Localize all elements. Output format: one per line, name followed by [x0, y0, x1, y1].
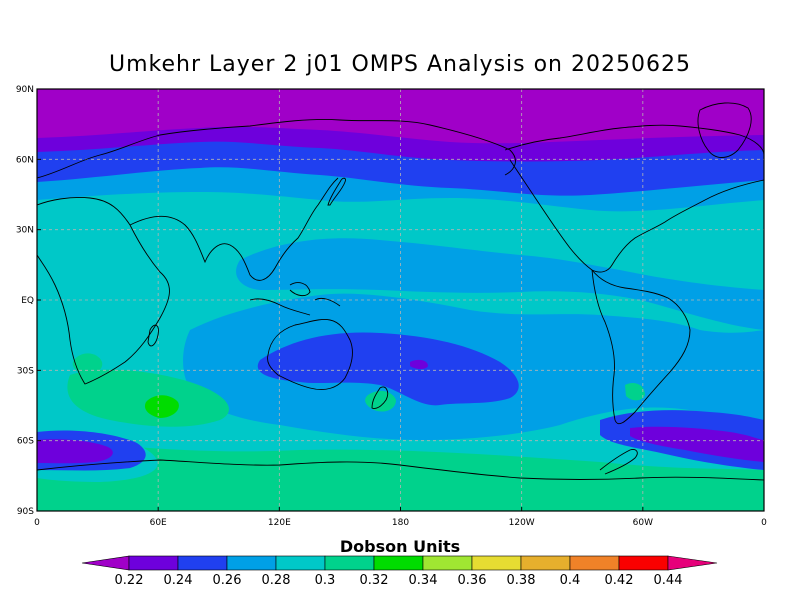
- coast-madagascar: [147, 324, 159, 347]
- colorbar-swatch: [422, 555, 473, 571]
- field-south-atlantic-seagreen: [67, 369, 229, 427]
- lat-tick-label: 60N: [16, 155, 34, 165]
- colorbar-swatch: [177, 555, 228, 571]
- coast-japan: [327, 177, 346, 206]
- coast-africa: [37, 197, 170, 385]
- field-south-atlantic-green: [144, 395, 179, 418]
- colorbar-label: 0.26: [213, 573, 242, 588]
- field-south-pacific-violet: [410, 359, 428, 369]
- colorbar-swatch: [520, 555, 571, 571]
- lat-tick-label: 90N: [16, 85, 34, 95]
- coast-south-america: [591, 269, 691, 425]
- colorbar-label: 0.24: [164, 573, 193, 588]
- colorbar-swatch: [373, 555, 424, 571]
- colorbar-label: 0.44: [654, 573, 683, 588]
- field-south-pacific-blue: [257, 332, 519, 406]
- coast-indonesia: [249, 282, 341, 316]
- colorbar-label: 0.4: [560, 573, 581, 588]
- coast-antarctica: [37, 459, 764, 481]
- coast-south-asia: [129, 177, 339, 281]
- colorbar-high-arrow: [667, 555, 718, 571]
- colorbar-swatch: [569, 555, 620, 571]
- colorbar-title: Dobson Units: [340, 537, 460, 556]
- colorbar-label: 0.38: [507, 573, 536, 588]
- gridlines: [37, 89, 764, 511]
- lon-tick-label: 120W: [509, 518, 535, 528]
- lon-tick-label: 0: [761, 518, 767, 528]
- lon-tick-label: 60E: [150, 518, 167, 528]
- colorbar-swatch: [226, 555, 277, 571]
- colorbar-label: 0.22: [115, 573, 144, 588]
- coastlines: [37, 102, 764, 481]
- coast-antarctic-peninsula: [599, 449, 638, 475]
- coast-north-america: [504, 124, 764, 273]
- field-southeast-violet: [630, 426, 764, 462]
- coast-eurasia: [37, 119, 516, 179]
- colorbar-low-arrow: [81, 555, 130, 571]
- field-new-zealand-seagreen: [365, 390, 396, 412]
- colorbar-swatch: [471, 555, 522, 571]
- colorbar-swatch: [275, 555, 326, 571]
- field-north-purple: [37, 89, 764, 144]
- lon-tick-label: 180: [392, 518, 409, 528]
- field-south-africa-seagreen: [72, 353, 103, 375]
- colorbar: Dobson Units 0.22 0.24 0.26 0.28 0.3 0.32 0.34 0…: [81, 537, 718, 588]
- coast-greenland: [697, 102, 752, 158]
- colorbar-swatch: [618, 555, 669, 571]
- colorbar-swatch: [324, 555, 375, 571]
- coast-new-zealand: [371, 386, 389, 409]
- colorbar-label: 0.34: [409, 573, 438, 588]
- field-tropical-sky-east: [236, 238, 764, 330]
- colorbar-swatch: [128, 555, 179, 571]
- colorbar-label: 0.36: [458, 573, 487, 588]
- colorbar-label: 0.42: [605, 573, 634, 588]
- lon-tick-label: 0: [34, 518, 40, 528]
- lat-tick-label: 30S: [17, 366, 34, 376]
- map-title: Umkehr Layer 2 j01 OMPS Analysis on 2025…: [109, 52, 691, 77]
- colorbar-label: 0.28: [262, 573, 291, 588]
- lat-tick-label: 30N: [16, 226, 34, 236]
- lat-tick-label: 60S: [17, 437, 34, 447]
- colorbar-label: 0.32: [360, 573, 389, 588]
- colorbar-label: 0.3: [315, 573, 336, 588]
- coast-australia: [267, 319, 353, 390]
- field-south-america-seagreen: [625, 383, 645, 401]
- lon-tick-label: 120E: [268, 518, 291, 528]
- field-southwest-violet: [37, 439, 113, 464]
- lat-tick-label: 90S: [17, 507, 34, 517]
- lat-tick-label: EQ: [21, 296, 34, 306]
- lon-tick-label: 60W: [633, 518, 653, 528]
